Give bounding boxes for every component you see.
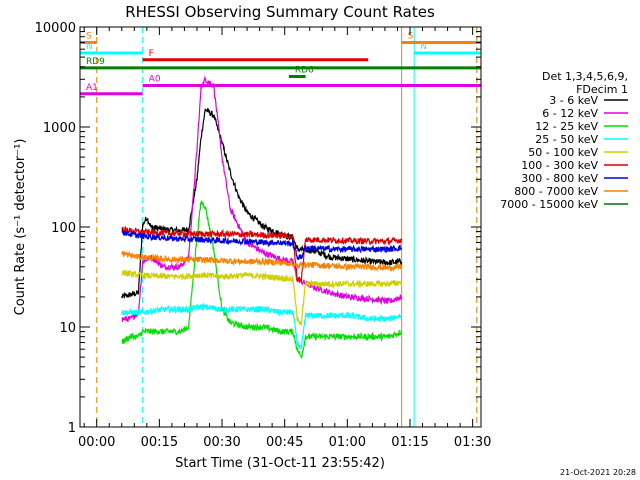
flag-label-3: N [420, 42, 427, 52]
y-tick-label-4: 10000 [35, 21, 76, 36]
flag-label-7: A0 [149, 75, 161, 85]
x-tick-label-2: 00:30 [203, 435, 240, 450]
y-tick-label-0: 1 [68, 421, 76, 436]
legend-label-6: 300 - 800 keV [521, 172, 598, 185]
flag-label-4: F [149, 49, 154, 59]
series-line-3 [121, 302, 402, 350]
series-line-6 [121, 228, 403, 261]
legend-label-5: 100 - 300 keV [521, 159, 598, 172]
y-tick-label-3: 1000 [43, 121, 76, 136]
series-lines [121, 75, 403, 359]
series-line-2 [121, 200, 403, 359]
y-tick-label-2: 100 [51, 221, 76, 236]
x-tick-label-3: 00:45 [266, 435, 303, 450]
y-tick-label-1: 10 [59, 321, 76, 336]
series-line-7 [121, 250, 403, 273]
flag-label-2: N [86, 42, 93, 52]
legend-header-1: FDecim 1 [576, 83, 628, 96]
legend-label-7: 800 - 7000 keV [514, 185, 598, 198]
x-axis: 00:00 00:15 00:30 00:45 01:00 01:15 01:30 [78, 27, 491, 450]
x-tick-label-5: 01:15 [391, 435, 428, 450]
x-tick-label-4: 01:00 [329, 435, 366, 450]
flag-label-8: A1 [86, 83, 98, 93]
series-line-1 [121, 75, 403, 323]
x-axis-label: Start Time (31-Oct-11 23:55:42) [175, 456, 385, 471]
x-tick-label-0: 00:00 [78, 435, 115, 450]
legend-label-0: 3 - 6 keV [549, 94, 598, 107]
flag-label-5: RD9 [86, 57, 105, 67]
flag-label-1: S [408, 31, 414, 41]
generation-timestamp: 21-Oct-2021 20:28 [560, 468, 636, 477]
y-axis: 1 10 100 1000 10000 [35, 21, 481, 436]
legend-label-4: 50 - 100 keV [528, 146, 598, 159]
legend-label-8: 7000 - 15000 keV [500, 198, 598, 211]
y-axis-label: Count Rate (s⁻¹ detector⁻¹) [13, 139, 28, 316]
x-tick-label-6: 01:30 [454, 435, 491, 450]
chart-title: RHESSI Observing Summary Count Rates [125, 3, 435, 21]
flag-label-0: S [86, 31, 92, 41]
series-line-0 [121, 107, 403, 299]
legend-label-3: 25 - 50 keV [535, 133, 598, 146]
series-line-5 [121, 226, 403, 283]
flag-label-6: RD6 [295, 65, 314, 75]
legend-label-1: 6 - 12 keV [542, 107, 598, 120]
x-tick-label-1: 00:15 [141, 435, 178, 450]
legend-header-0: Det 1,3,4,5,6,9, [542, 70, 628, 83]
series-line-4 [121, 269, 403, 327]
legend-label-2: 12 - 25 keV [535, 120, 598, 133]
